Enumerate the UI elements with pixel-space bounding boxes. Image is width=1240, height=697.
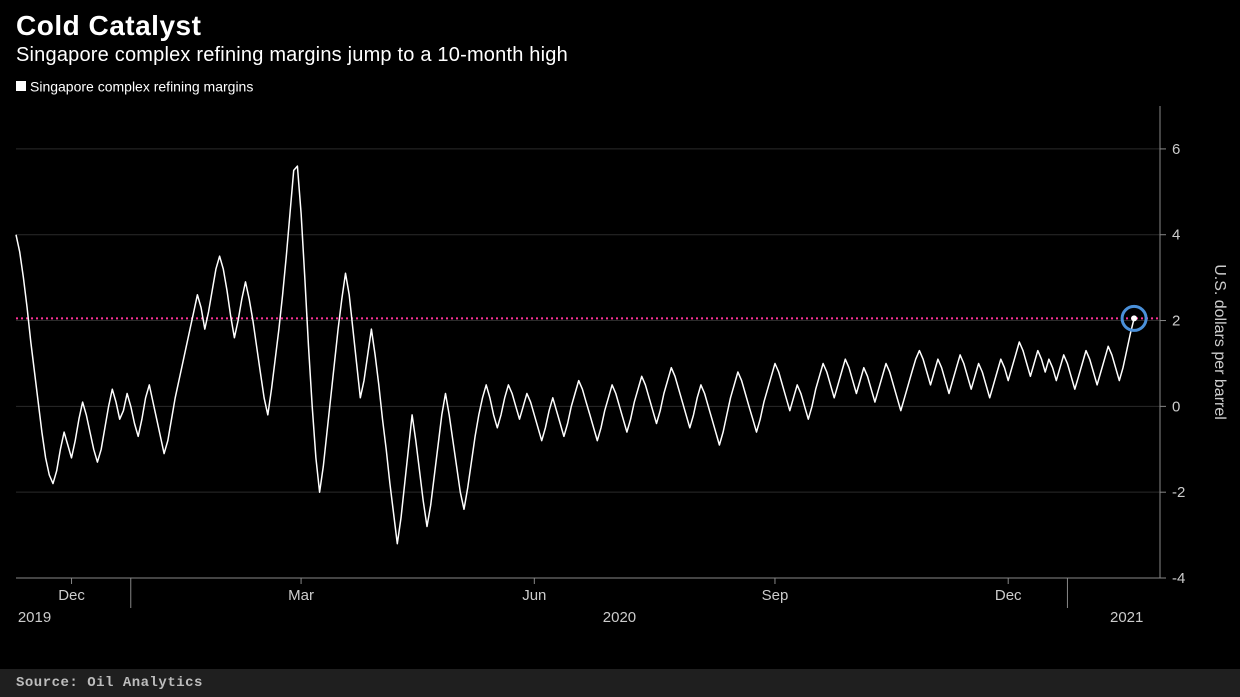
- svg-text:-4: -4: [1172, 570, 1185, 587]
- chart-legend: Singapore complex refining margins: [0, 71, 1240, 94]
- svg-text:Sep: Sep: [762, 587, 789, 604]
- svg-text:Mar: Mar: [288, 587, 314, 604]
- svg-text:2019: 2019: [18, 609, 51, 626]
- line-chart: -4 -2 0 2 4 6 U.S. dollars per barrel Dec Mar Jun…: [0, 98, 1240, 638]
- svg-text:4: 4: [1172, 227, 1180, 244]
- svg-text:Dec: Dec: [58, 587, 85, 604]
- svg-text:2: 2: [1172, 313, 1180, 330]
- chart-subtitle: Singapore complex refining margins jump …: [16, 44, 1224, 67]
- svg-text:6: 6: [1172, 141, 1180, 158]
- svg-text:2021: 2021: [1110, 609, 1143, 626]
- chart-header: Cold Catalyst Singapore complex refining…: [0, 0, 1240, 71]
- svg-text:Dec: Dec: [995, 587, 1022, 604]
- legend-label: Singapore complex refining margins: [30, 78, 253, 94]
- svg-text:U.S. dollars per barrel: U.S. dollars per barrel: [1211, 264, 1228, 420]
- svg-text:Jun: Jun: [522, 587, 546, 604]
- chart-source: Source: Oil Analytics: [0, 669, 1240, 697]
- legend-marker-icon: [16, 81, 26, 91]
- svg-text:2020: 2020: [603, 609, 636, 626]
- chart-title: Cold Catalyst: [16, 10, 1224, 42]
- svg-text:0: 0: [1172, 399, 1180, 416]
- chart-area: -4 -2 0 2 4 6 U.S. dollars per barrel Dec Mar Jun…: [0, 98, 1240, 669]
- svg-text:-2: -2: [1172, 484, 1185, 501]
